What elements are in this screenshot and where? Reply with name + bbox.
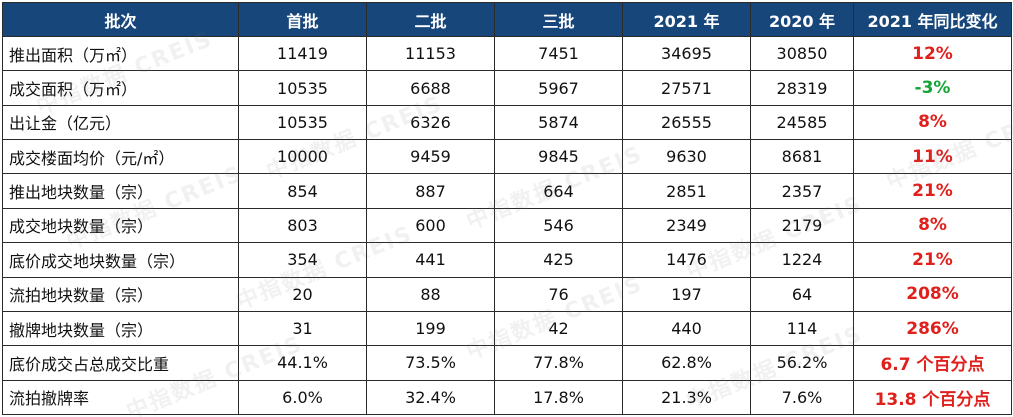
table-row: 推出地块数量（宗） 854 887 664 2851 2357 21% — [2, 173, 1012, 209]
row-value: 34695 — [622, 35, 751, 72]
header-first-batch: 首批 — [238, 2, 367, 37]
row-value: 6688 — [366, 70, 495, 106]
yoy-change-value: 11% — [853, 139, 1012, 175]
row-label: 成交楼面均价（元/㎡） — [2, 139, 239, 175]
table-row: 成交面积（万㎡） 10535 6688 5967 27571 28319 -3% — [2, 70, 1012, 106]
header-batch: 批次 — [2, 2, 239, 37]
row-value: 9845 — [494, 139, 623, 175]
row-value: 197 — [622, 276, 751, 312]
table-row: 出让金（亿元） 10535 6326 5874 26555 24585 8% — [2, 104, 1012, 141]
row-value: 76 — [494, 276, 623, 312]
row-value: 7.6% — [750, 379, 854, 416]
row-value: 10535 — [238, 70, 367, 106]
yoy-change-value: 208% — [853, 276, 1012, 312]
row-value: 441 — [366, 242, 495, 278]
row-value: 21.3% — [622, 379, 751, 416]
row-value: 2357 — [750, 173, 854, 209]
row-value: 1476 — [622, 242, 751, 278]
row-value: 44.1% — [238, 345, 367, 381]
yoy-change-value: -3% — [853, 70, 1012, 106]
row-value: 887 — [366, 173, 495, 209]
row-label: 出让金（亿元） — [2, 104, 239, 141]
table-body: 推出面积（万㎡） 11419 11153 7451 34695 30850 12% 成交面积（… — [2, 35, 1012, 416]
row-value: 9630 — [622, 139, 751, 175]
row-value: 77.8% — [494, 345, 623, 381]
row-value: 30850 — [750, 35, 854, 72]
table-row: 成交楼面均价（元/㎡） 10000 9459 9845 9630 8681 11% — [2, 139, 1012, 175]
row-value: 11419 — [238, 35, 367, 72]
row-value: 24585 — [750, 104, 854, 141]
row-value: 17.8% — [494, 379, 623, 416]
yoy-change-value: 13.8 个百分点 — [853, 379, 1012, 416]
row-value: 10535 — [238, 104, 367, 141]
row-label: 成交地块数量（宗） — [2, 207, 239, 244]
header-2020: 2020 年 — [750, 2, 854, 37]
table-row: 流拍地块数量（宗） 20 88 76 197 64 208% — [2, 276, 1012, 312]
row-value: 32.4% — [366, 379, 495, 416]
row-value: 5874 — [494, 104, 623, 141]
row-value: 664 — [494, 173, 623, 209]
yoy-change-value: 6.7 个百分点 — [853, 345, 1012, 381]
row-value: 114 — [750, 310, 854, 347]
row-value: 2179 — [750, 207, 854, 244]
row-value: 6.0% — [238, 379, 367, 416]
table-row: 撤牌地块数量（宗） 31 199 42 440 114 286% — [2, 310, 1012, 347]
yoy-change-value: 21% — [853, 173, 1012, 209]
table-row: 推出面积（万㎡） 11419 11153 7451 34695 30850 12% — [2, 35, 1012, 72]
row-value: 354 — [238, 242, 367, 278]
header-2021: 2021 年 — [622, 2, 751, 37]
row-value: 20 — [238, 276, 367, 312]
row-value: 8681 — [750, 139, 854, 175]
row-value: 27571 — [622, 70, 751, 106]
row-value: 9459 — [366, 139, 495, 175]
row-label: 撤牌地块数量（宗） — [2, 310, 239, 347]
row-value: 6326 — [366, 104, 495, 141]
row-value: 88 — [366, 276, 495, 312]
table-row: 流拍撤牌率 6.0% 32.4% 17.8% 21.3% 7.6% 13.8 个百分点 — [2, 379, 1012, 416]
row-value: 42 — [494, 310, 623, 347]
row-label: 推出面积（万㎡） — [2, 35, 239, 72]
row-value: 56.2% — [750, 345, 854, 381]
row-label: 成交面积（万㎡） — [2, 70, 239, 106]
row-value: 11153 — [366, 35, 495, 72]
yoy-change-value: 21% — [853, 242, 1012, 278]
header-second-batch: 二批 — [366, 2, 495, 37]
row-label: 推出地块数量（宗） — [2, 173, 239, 209]
row-value: 199 — [366, 310, 495, 347]
yoy-change-value: 8% — [853, 104, 1012, 141]
table-row: 底价成交占总成交比重 44.1% 73.5% 77.8% 62.8% 56.2% 6.7 个… — [2, 345, 1012, 381]
row-value: 2851 — [622, 173, 751, 209]
row-value: 26555 — [622, 104, 751, 141]
yoy-change-value: 286% — [853, 310, 1012, 347]
row-value: 28319 — [750, 70, 854, 106]
header-yoy-change: 2021 年同比变化 — [853, 2, 1012, 37]
row-value: 854 — [238, 173, 367, 209]
row-value: 31 — [238, 310, 367, 347]
row-value: 62.8% — [622, 345, 751, 381]
row-value: 803 — [238, 207, 367, 244]
row-label: 流拍撤牌率 — [2, 379, 239, 416]
row-value: 425 — [494, 242, 623, 278]
header-third-batch: 三批 — [494, 2, 623, 37]
row-value: 440 — [622, 310, 751, 347]
row-value: 64 — [750, 276, 854, 312]
header-row: 批次 首批 二批 三批 2021 年 2020 年 2021 年同比变化 — [2, 2, 1012, 37]
yoy-change-value: 8% — [853, 207, 1012, 244]
row-label: 流拍地块数量（宗） — [2, 276, 239, 312]
table-row: 成交地块数量（宗） 803 600 546 2349 2179 8% — [2, 207, 1012, 244]
row-value: 1224 — [750, 242, 854, 278]
row-label: 底价成交地块数量（宗） — [2, 242, 239, 278]
row-value: 5967 — [494, 70, 623, 106]
row-value: 2349 — [622, 207, 751, 244]
table-row: 底价成交地块数量（宗） 354 441 425 1476 1224 21% — [2, 242, 1012, 278]
row-label: 底价成交占总成交比重 — [2, 345, 239, 381]
row-value: 7451 — [494, 35, 623, 72]
row-value: 10000 — [238, 139, 367, 175]
row-value: 600 — [366, 207, 495, 244]
yoy-change-value: 12% — [853, 35, 1012, 72]
row-value: 546 — [494, 207, 623, 244]
row-value: 73.5% — [366, 345, 495, 381]
